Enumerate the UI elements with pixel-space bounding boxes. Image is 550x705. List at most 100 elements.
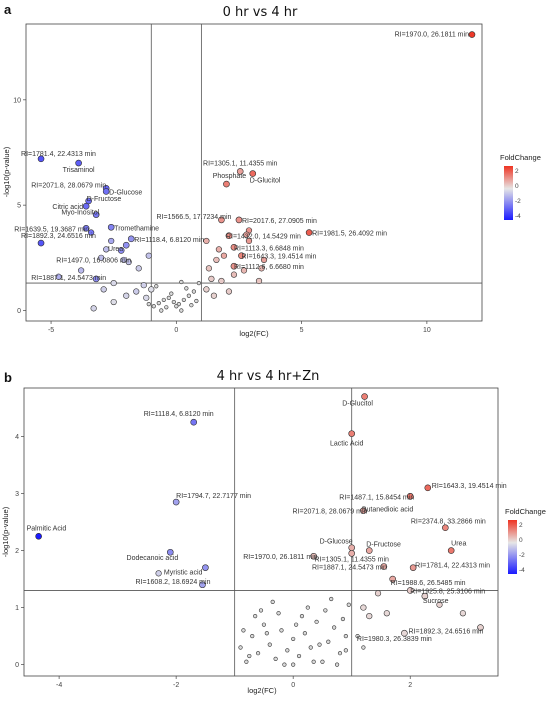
point-label: RI=1970.0, 26.1811 min [243,554,318,561]
point-label: RI=1887.1, 24.5473 min [31,275,106,282]
labeled-data-point [166,548,174,556]
data-point [110,298,117,306]
data-point [346,602,351,607]
point-label: Trisaminol [63,167,95,174]
point-label: Myristic acid [164,570,203,577]
point-label: RI=1892.3, 24.6516 min [21,233,96,240]
y-tick-label: 2 [15,548,19,555]
data-point [213,256,220,264]
point-label: RI=1970.0, 26.1811 min [395,32,470,39]
point-label: RI=1925.8, 25.3106 min [410,588,485,595]
point-label: RI=1118.4, 6.8120 min [134,237,204,244]
data-point [164,305,169,310]
data-point [260,256,268,264]
point-label: Phosphate [213,173,247,180]
data-point [110,279,117,287]
point-label: Sucrose [423,598,449,605]
point-label: RI=1988.6, 26.5485 min [391,580,466,587]
data-point [273,656,278,661]
y-tick-label: 1 [15,605,19,612]
data-point [343,633,348,639]
data-point [244,659,249,664]
point-label: RI=1487.1, 15.8454 min [339,494,414,501]
labeled-data-point [348,550,356,557]
data-point [161,297,166,303]
labeled-data-point [401,629,408,637]
panel-b-plot-area [23,387,499,677]
legend-tick-label: -2 [515,198,521,205]
point-label: RI=1892.3, 24.6516 min [409,629,484,636]
data-point [323,608,328,613]
data-point [88,229,95,236]
y-tick-label: 4 [15,434,19,441]
x-tick-label: 5 [300,327,304,334]
point-label: Palmitic Acid [27,525,67,532]
point-label: RI=2071.8, 28.0679 min [31,182,106,189]
data-point [253,614,258,619]
data-point [194,298,199,304]
data-point [169,291,174,296]
point-label: RI=1305.1, 11.4355 min [315,556,390,563]
data-point [174,304,179,309]
point-label: RI=1305.1, 11.4355 min [203,160,278,167]
labeled-data-point [468,31,476,38]
data-point [225,288,233,295]
data-point [140,282,147,289]
data-point [241,628,246,633]
point-label: RI=1643.3, 19.4514 min [432,483,507,490]
data-point [294,622,299,627]
data-point [55,273,62,280]
point-label: RI=2071.8, 28.0679 min [292,509,367,516]
data-point [267,642,272,647]
data-point [270,599,275,604]
data-point [179,308,184,313]
data-point [305,605,310,610]
labeled-data-point [406,587,414,594]
data-point [264,631,269,636]
labeled-data-point [421,592,429,600]
labeled-data-point [117,247,125,254]
labeled-data-point [35,532,42,540]
labeled-data-point [190,418,198,426]
data-point [326,639,331,644]
labeled-data-point [92,211,100,218]
data-point [146,302,151,307]
data-point [250,633,255,639]
data-point [181,297,186,303]
panel-b-legend-ticks: 2 0 -2 -4 [519,522,525,574]
data-point [279,628,284,633]
labeled-data-point [235,216,243,224]
labeled-data-point [172,498,180,506]
point-label: RI=1981.5, 26.4092 min [312,231,387,238]
panel-b-title: 4 hr vs 4 hr+Zn [217,369,320,384]
point-label: RI=1608.2, 18.6924 min [136,579,211,586]
data-point [171,299,176,305]
labeled-data-point [202,564,209,571]
point-label: RI=1980.3, 26.3839 min [357,636,432,643]
x-tick-label: -5 [48,327,54,334]
point-label: Myo-Inositol [61,210,99,217]
labeled-data-point [37,155,45,163]
panel-a-threshold-lines [26,24,482,321]
point-label: Urea [108,246,123,253]
data-point [311,659,316,664]
data-point [103,246,110,253]
point-label: RI=1118.4, 6.8120 min [144,411,214,418]
data-point [78,267,85,274]
data-point [243,231,250,238]
labeled-data-point [85,197,92,205]
data-point [166,295,171,300]
data-point [247,653,252,659]
data-point [133,288,140,295]
point-label: RI=1113.3, 6.6848 min [234,245,304,252]
data-point [302,631,307,636]
legend-tick-label: 2 [515,168,519,175]
data-point [215,246,223,253]
data-point [258,265,265,272]
data-point [203,237,210,245]
data-point [255,277,263,285]
data-point [361,645,366,650]
panel-b-legend: FoldChange 2 0 -2 -4 [505,507,546,574]
data-point [329,596,334,602]
